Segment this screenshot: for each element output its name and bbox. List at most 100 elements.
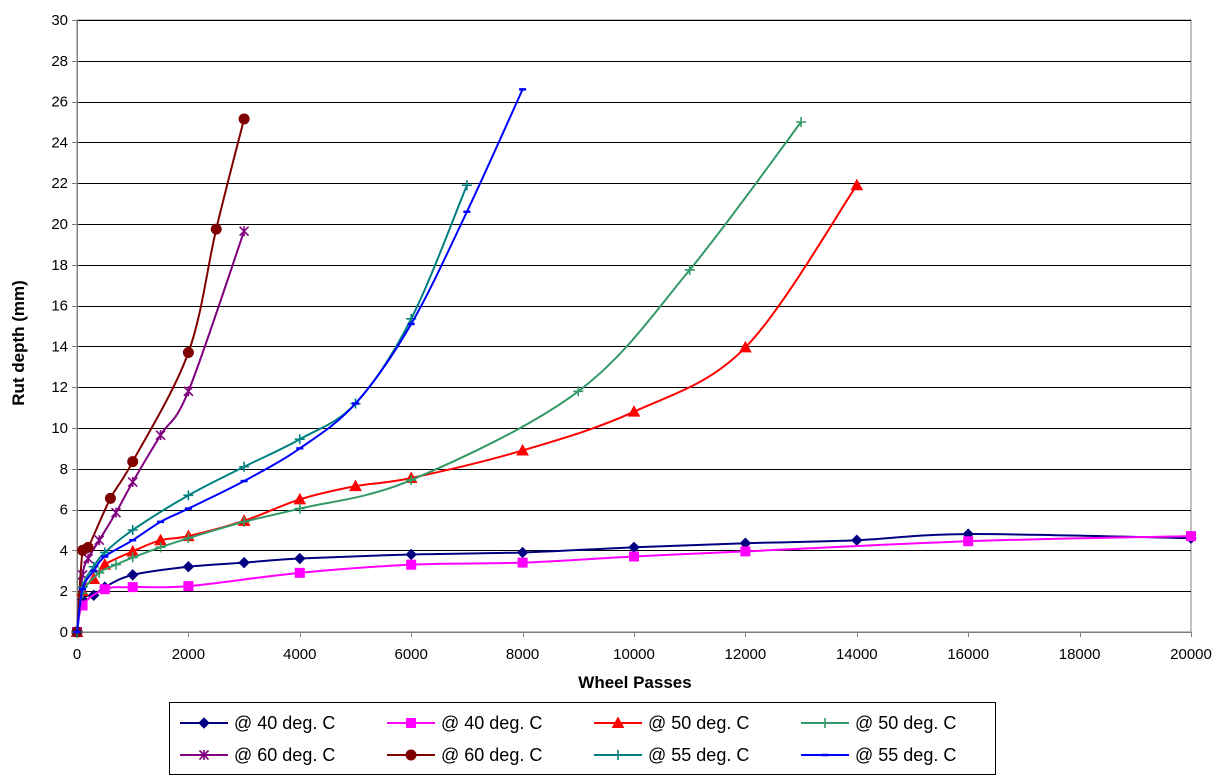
data-point [516, 546, 529, 559]
series-line [76, 230, 246, 633]
data-point [294, 552, 306, 565]
data-point [796, 117, 807, 127]
legend-item: @ 50 deg. C [594, 713, 749, 733]
data-point [684, 264, 695, 275]
data-point [239, 516, 250, 527]
legend-item: @ 40 deg. C [387, 713, 542, 733]
y-tick-label: 10 [51, 420, 68, 437]
legend-swatch-marker [198, 717, 210, 729]
legend-swatch-marker [611, 716, 625, 728]
y-tick-label: 18 [51, 257, 68, 274]
data-point [294, 567, 305, 578]
legend-item: @ 60 deg. C [180, 745, 335, 765]
data-point [238, 556, 250, 569]
legend-swatch-marker [198, 749, 210, 761]
data-point [210, 223, 222, 235]
legend-item: @ 50 deg. C [801, 713, 956, 733]
legend-swatch-marker [406, 718, 416, 728]
y-tick-label: 12 [51, 379, 68, 396]
data-point [155, 430, 166, 441]
x-tick-label: 4000 [283, 646, 316, 663]
data-point [94, 567, 105, 578]
x-tick-label: 12000 [725, 646, 767, 663]
data-point [127, 456, 139, 468]
gridlines [77, 20, 1191, 592]
series-layer [70, 88, 1197, 638]
x-tick-label: 8000 [506, 646, 539, 663]
legend-frame [169, 702, 996, 775]
y-axis-title: Rut depth (mm) [9, 280, 28, 406]
x-tick-label: 14000 [836, 646, 878, 663]
legend-label: @ 55 deg. C [855, 745, 956, 765]
x-tick-label: 2000 [172, 646, 205, 663]
data-point [406, 475, 417, 486]
y-tick-label: 16 [51, 298, 68, 315]
x-tick-label: 20000 [1170, 646, 1212, 663]
legend-swatch-marker [820, 718, 830, 728]
data-point [239, 226, 250, 237]
data-point [182, 347, 194, 359]
y-tick-label: 6 [60, 502, 68, 519]
legend-label: @ 55 deg. C [648, 745, 749, 765]
data-point [110, 507, 122, 518]
y-tick-label: 24 [51, 134, 68, 151]
x-tick-label: 10000 [613, 646, 655, 663]
data-point [294, 434, 305, 445]
data-point [155, 542, 166, 553]
x-tick-label: 18000 [1059, 646, 1101, 663]
y-tick-label: 22 [51, 175, 68, 192]
data-point [406, 559, 417, 570]
x-tick-label: 6000 [395, 646, 428, 663]
legend-item: @ 40 deg. C [180, 713, 335, 733]
data-point [294, 503, 305, 514]
data-point [94, 535, 105, 546]
x-tick-label: 0 [73, 646, 81, 663]
data-point [183, 533, 194, 544]
data-point [126, 569, 139, 581]
x-axis-title: Wheel Passes [578, 673, 691, 692]
legend-item: @ 55 deg. C [801, 745, 956, 765]
y-tick-label: 2 [60, 583, 68, 600]
data-point [82, 541, 94, 553]
data-point [127, 476, 138, 488]
y-tick-label: 0 [60, 624, 68, 641]
data-point [127, 552, 138, 563]
data-point [183, 490, 194, 501]
data-point [110, 559, 121, 570]
y-tick-label: 26 [51, 94, 68, 111]
x-tick-label: 16000 [947, 646, 989, 663]
y-tick-label: 30 [51, 12, 68, 29]
y-tick-label: 14 [51, 338, 68, 355]
data-point [516, 443, 529, 456]
data-point [739, 340, 752, 353]
plot-frame [76, 19, 1192, 633]
data-point [239, 461, 250, 472]
legend-swatch-marker [405, 749, 417, 761]
data-point [740, 546, 751, 557]
data-point [517, 557, 528, 568]
series-line [76, 535, 1192, 633]
data-point [573, 386, 584, 397]
data-point [182, 561, 195, 573]
data-point [629, 551, 639, 562]
data-point [238, 113, 250, 125]
data-point [83, 553, 94, 564]
data-point [183, 581, 194, 592]
data-point [627, 405, 641, 417]
series-line [76, 184, 468, 633]
legend-label: @ 60 deg. C [441, 745, 542, 765]
y-tick-label: 28 [51, 53, 68, 70]
series-8 [73, 88, 527, 634]
legend-label: @ 50 deg. C [648, 713, 749, 733]
data-point [850, 178, 864, 191]
y-tick-label: 4 [60, 542, 68, 559]
data-point [104, 492, 116, 504]
data-point [349, 479, 362, 492]
legend-label: @ 40 deg. C [234, 713, 335, 733]
legend-swatch-marker [613, 750, 623, 760]
data-point [461, 180, 472, 191]
data-point [183, 386, 194, 397]
